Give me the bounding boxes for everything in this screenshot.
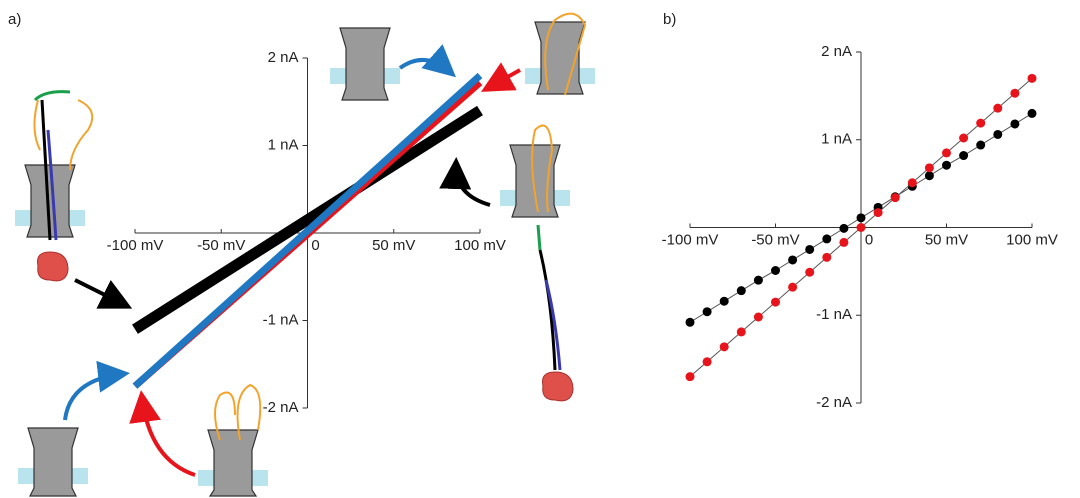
x-tick-label: 0: [865, 231, 873, 248]
x-tick-label: 50 mV: [925, 231, 968, 248]
illustrations: [15, 12, 595, 497]
x-tick-label: -100 mV: [662, 231, 719, 248]
trace: [132, 105, 483, 334]
y-tick-label: -1 nA: [816, 306, 852, 323]
point: [702, 357, 712, 367]
point: [1010, 88, 1020, 98]
point: [993, 129, 1003, 139]
point: [856, 213, 866, 223]
point: [976, 118, 986, 128]
point: [942, 148, 951, 158]
y-tick-label: 2 nA: [268, 49, 299, 66]
y-tick-label: 1 nA: [268, 136, 299, 153]
x-tick-label: 100 mV: [454, 237, 506, 254]
point: [771, 297, 780, 307]
point: [685, 372, 695, 382]
point: [873, 208, 883, 218]
point: [788, 255, 798, 265]
point: [839, 237, 849, 247]
point: [736, 286, 746, 296]
point: [839, 223, 849, 233]
y-tick-label: -2 nA: [263, 399, 299, 416]
point: [959, 151, 969, 161]
y-tick-label: 2 nA: [821, 43, 852, 60]
x-tick-label: -100 mV: [107, 237, 164, 254]
point: [924, 171, 934, 181]
point: [976, 140, 986, 150]
point: [942, 160, 951, 170]
y-tick-label: 1 nA: [821, 131, 852, 148]
point: [788, 282, 798, 292]
point: [1027, 73, 1037, 83]
x-tick-label: 0: [311, 237, 319, 254]
trace: [132, 72, 483, 389]
x-tick-label: 50 mV: [372, 237, 415, 254]
panel-label: a): [8, 11, 21, 28]
point: [993, 103, 1003, 113]
point: [805, 244, 815, 254]
point: [702, 307, 712, 317]
point: [959, 133, 969, 143]
x-tick-label: -50 mV: [197, 237, 245, 254]
point: [753, 275, 763, 285]
point: [890, 193, 900, 203]
point: [753, 312, 763, 322]
point: [736, 327, 746, 337]
point: [805, 267, 815, 277]
point: [685, 317, 695, 327]
point: [1010, 119, 1020, 129]
x-tick-label: 100 mV: [1006, 231, 1058, 248]
point: [771, 265, 780, 275]
y-tick-label: -1 nA: [263, 311, 299, 328]
panel-label: b): [663, 11, 676, 28]
point: [719, 296, 729, 306]
point: [907, 178, 917, 188]
point: [822, 234, 832, 244]
y-tick-label: -2 nA: [816, 394, 852, 411]
point: [924, 163, 934, 173]
point: [719, 342, 729, 352]
x-tick-label: -50 mV: [751, 231, 799, 248]
point: [1027, 108, 1037, 118]
point: [856, 223, 866, 232]
point: [822, 252, 832, 262]
